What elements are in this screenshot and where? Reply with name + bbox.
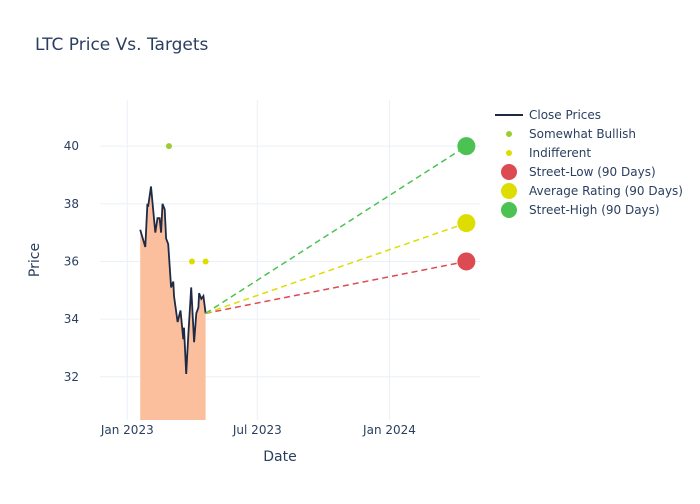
x-tick-label: Jan 2024 (362, 423, 416, 437)
legend-label: Street-High (90 Days) (529, 203, 660, 217)
target-marker (457, 214, 476, 233)
y-tick-label: 36 (64, 254, 79, 268)
legend-swatch (501, 202, 517, 218)
y-tick-label: 38 (64, 197, 79, 211)
target-line (205, 145, 467, 314)
close-price-area (140, 186, 206, 420)
y-axis-label: Price (27, 243, 43, 277)
legend-swatch (501, 183, 517, 199)
target-marker (457, 252, 476, 271)
legend-label: Average Rating (90 Days) (529, 184, 683, 198)
y-tick-label: 32 (64, 370, 79, 384)
legend-swatch (501, 164, 517, 180)
target-marker (457, 137, 476, 156)
legend-swatch (506, 150, 512, 156)
chart-title: LTC Price Vs. Targets (35, 35, 209, 55)
analyst-point (188, 258, 195, 265)
target-line (205, 222, 467, 315)
x-tick-label: Jan 2023 (100, 423, 154, 437)
legend-label: Indifferent (529, 146, 591, 160)
x-axis-label: Date (263, 449, 296, 465)
y-tick-label: 40 (64, 139, 79, 153)
analyst-point (202, 258, 209, 265)
legend-label: Somewhat Bullish (529, 127, 636, 141)
y-tick-label: 34 (64, 312, 79, 326)
legend-swatch (506, 131, 512, 137)
legend-label: Close Prices (529, 108, 601, 122)
target-line (205, 260, 467, 315)
x-tick-label: Jul 2023 (232, 423, 282, 437)
analyst-point (165, 143, 172, 150)
close-price-line (139, 186, 207, 374)
legend-label: Street-Low (90 Days) (529, 165, 656, 179)
